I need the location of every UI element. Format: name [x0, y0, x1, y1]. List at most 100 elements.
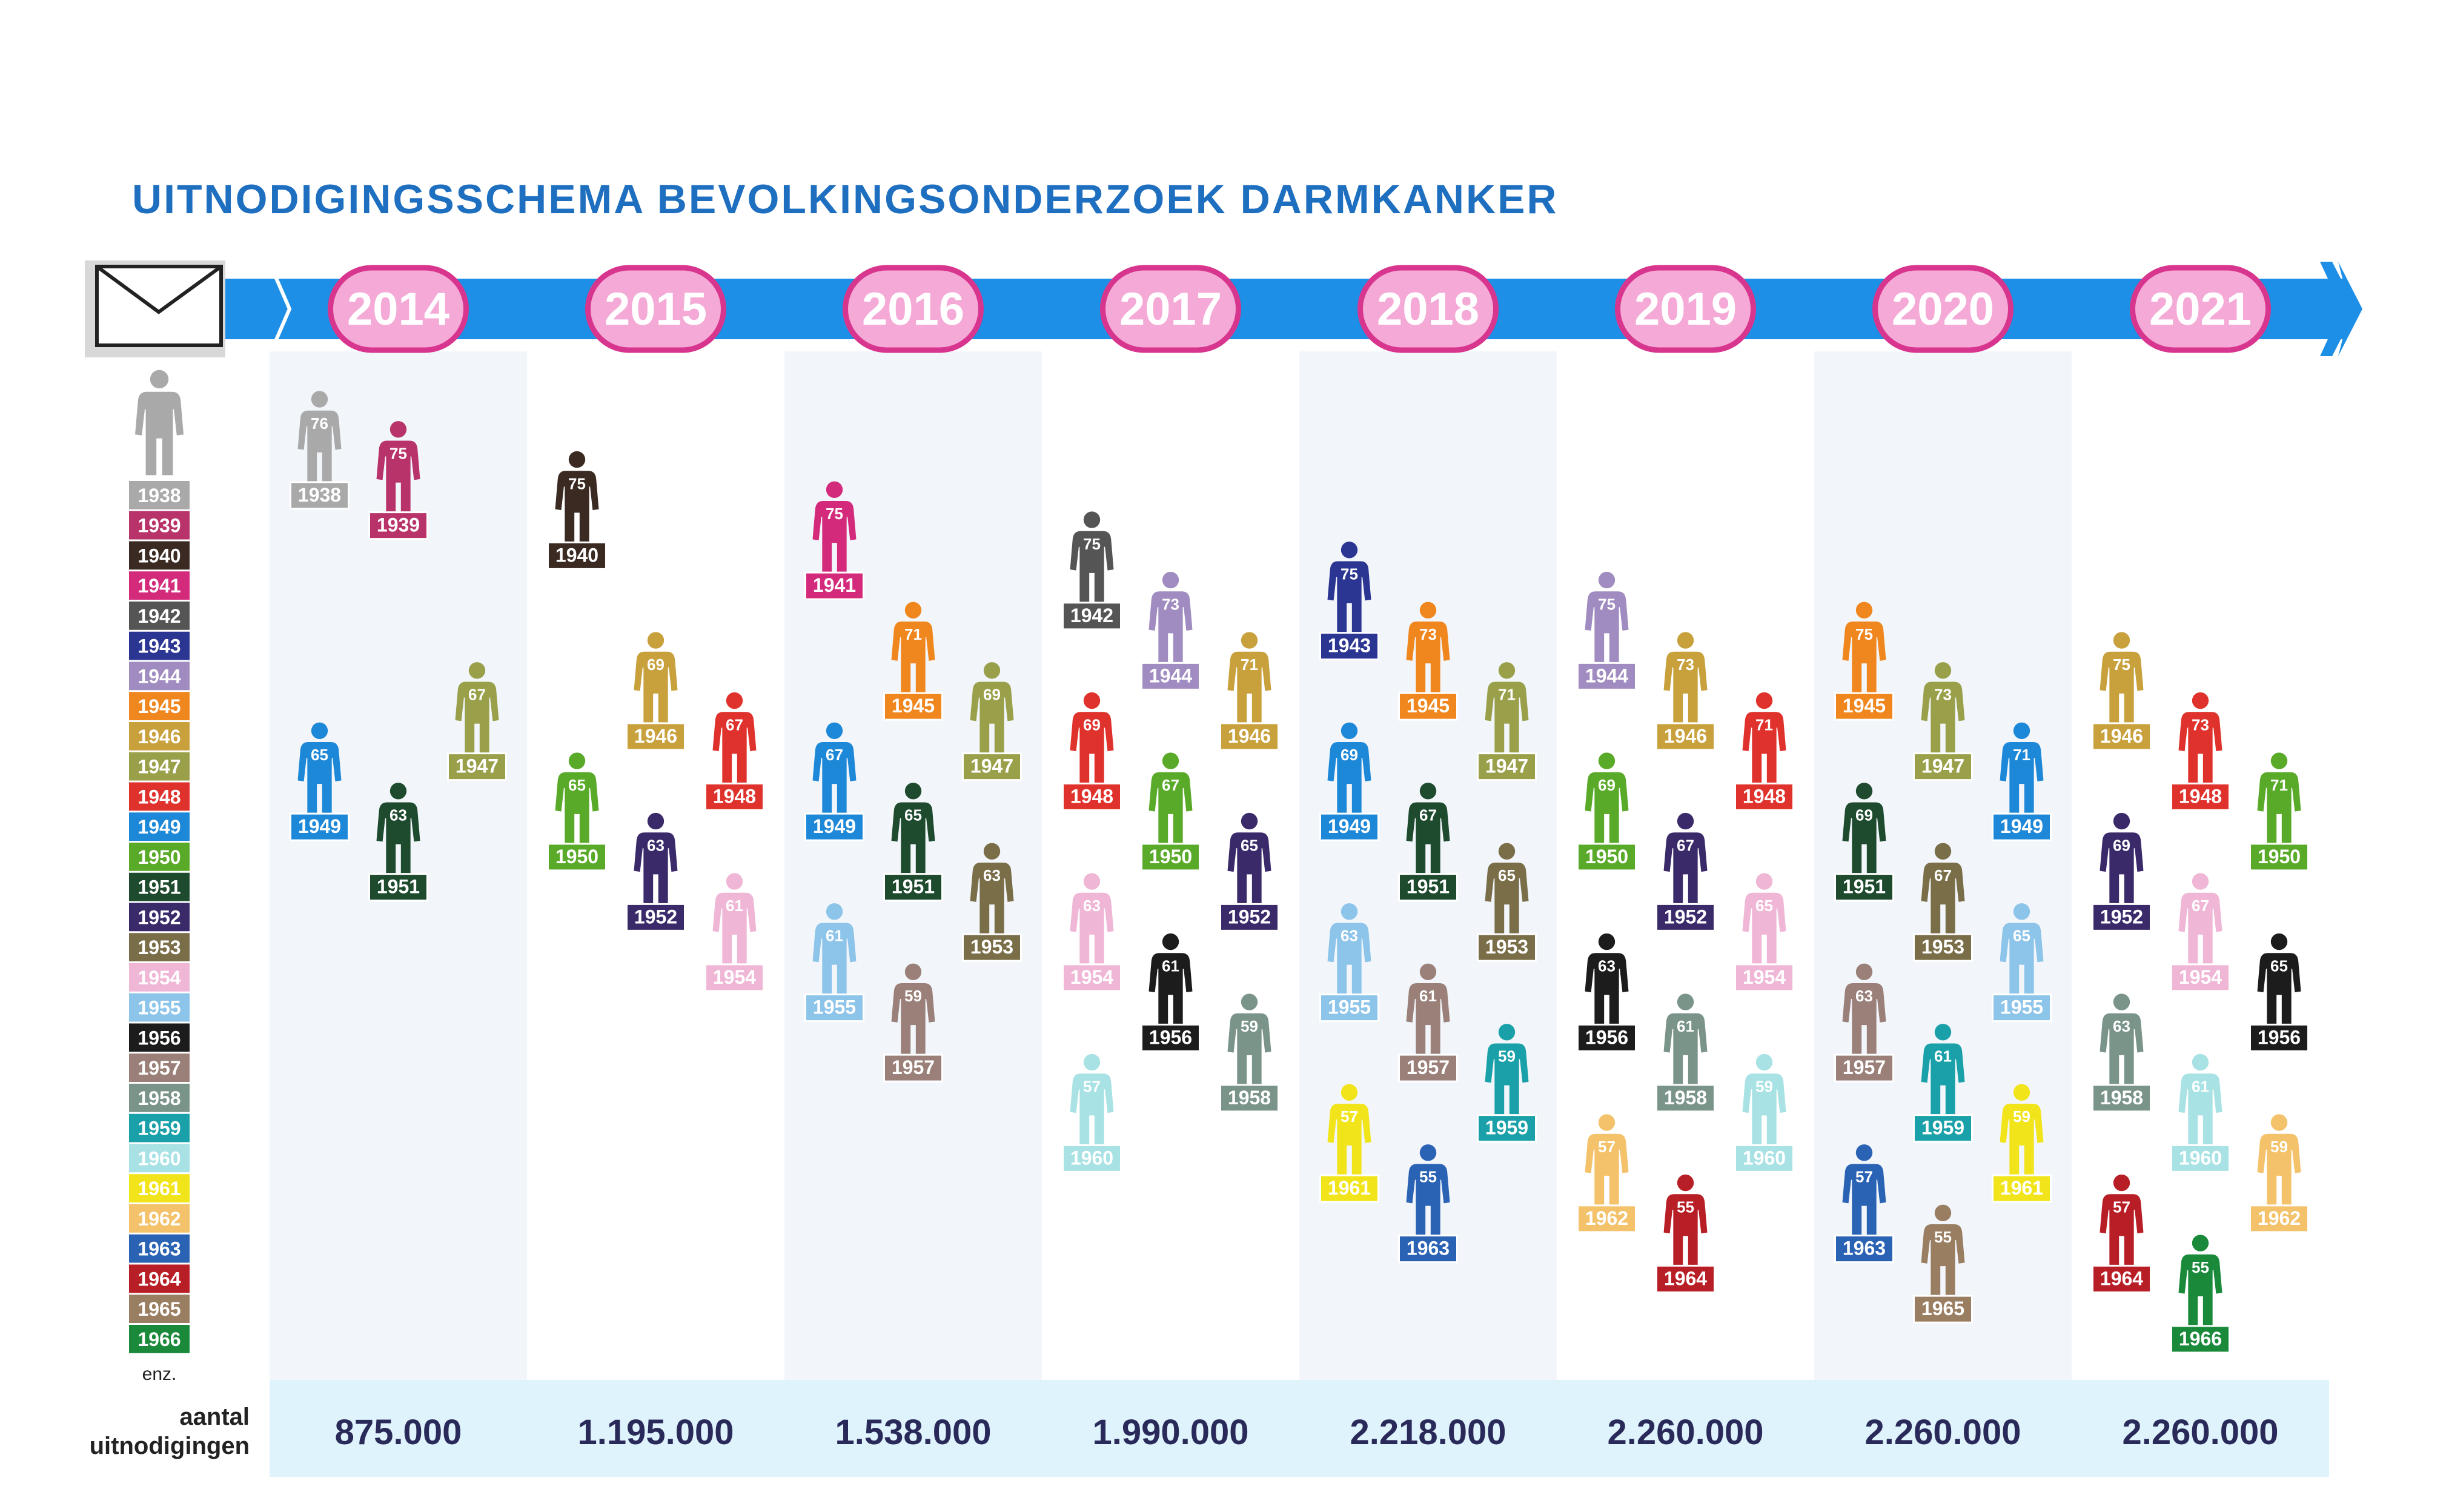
person-figure: 65 1954	[1734, 873, 1794, 992]
person-figure: 65 1952	[1219, 812, 1279, 932]
person-age: 65	[568, 776, 586, 794]
legend-birth-year: 1948	[138, 786, 181, 807]
person-age: 67	[726, 715, 743, 734]
legend-item: 1941	[129, 571, 190, 600]
person-figure: 61 1958	[1656, 993, 1715, 1113]
person-icon	[1663, 1174, 1708, 1270]
legend-birth-year: 1951	[138, 877, 181, 898]
person-figure: 57 1960	[1062, 1053, 1122, 1173]
person-age: 63	[2113, 1017, 2130, 1035]
person-figure: 69 1950	[1577, 752, 1637, 872]
person-age: 67	[1162, 776, 1179, 794]
person-birth-year: 1960	[1070, 1147, 1113, 1169]
person-age: 71	[2270, 776, 2288, 794]
person-figure: 65 1950	[547, 752, 607, 872]
invitations-value: 875.000	[335, 1413, 462, 1452]
person-age: 75	[1598, 595, 1616, 613]
person-age: 69	[1083, 715, 1101, 734]
legend-birth-year: 1962	[138, 1208, 181, 1230]
person-age: 59	[904, 987, 922, 1005]
person-birth-year: 1938	[298, 484, 341, 506]
person-age: 67	[468, 686, 486, 704]
person-age: 57	[1598, 1138, 1616, 1156]
person-birth-year: 1961	[2000, 1177, 2043, 1199]
legend-birth-year: 1946	[138, 726, 181, 748]
person-age: 57	[1855, 1168, 1873, 1186]
legend-birth-year: 1950	[138, 846, 181, 868]
person-birth-year: 1955	[2000, 996, 2043, 1018]
person-figure: 71 1947	[1477, 662, 1537, 781]
person-icon	[1148, 933, 1193, 1029]
person-age: 69	[983, 686, 1001, 704]
person-age: 65	[2270, 957, 2288, 975]
year-label: 2015	[605, 284, 707, 335]
invitations-value: 2.218.000	[1350, 1413, 1506, 1452]
person-icon	[2178, 692, 2222, 788]
person-age: 63	[1341, 927, 1358, 945]
person-figure: 71 1950	[2249, 752, 2309, 872]
person-birth-year: 1959	[1485, 1117, 1528, 1139]
person-age: 71	[1241, 655, 1258, 674]
person-icon	[1227, 812, 1271, 908]
legend-birth-year: 1964	[138, 1268, 181, 1290]
person-icon	[2178, 1235, 2222, 1330]
legend-item: 1952	[129, 903, 190, 932]
person-figure: 65 1956	[2249, 933, 2309, 1052]
person-age: 75	[826, 505, 843, 523]
person-icon	[2257, 752, 2301, 847]
person-figure: 63 1954	[1062, 873, 1122, 992]
person-figure: 63 1952	[626, 812, 686, 932]
person-birth-year: 1946	[1228, 725, 1271, 747]
invitations-value: 2.260.000	[2122, 1413, 2278, 1452]
person-birth-year: 1948	[713, 785, 756, 807]
person-age: 76	[311, 414, 328, 433]
person-figure: 59 1957	[883, 963, 943, 1083]
person-age: 59	[1241, 1017, 1258, 1035]
person-figure: 55 1966	[2170, 1235, 2230, 1354]
person-age: 73	[1419, 625, 1437, 643]
person-birth-year: 1950	[1149, 846, 1192, 867]
person-figure: 55 1964	[1656, 1174, 1715, 1293]
person-birth-year: 1949	[1328, 815, 1371, 837]
legend-item: 1950	[129, 843, 190, 871]
person-figure: 67 1948	[704, 692, 764, 811]
legend-item: 1953	[129, 933, 190, 961]
legend-birth-year: 1941	[138, 575, 181, 597]
person-figure: 65 1955	[1992, 903, 2052, 1023]
person-age: 69	[1855, 806, 1873, 824]
person-age: 57	[1083, 1077, 1101, 1095]
person-birth-year: 1944	[1149, 665, 1192, 686]
person-birth-year: 1954	[1743, 966, 1786, 988]
person-figure: 73 1948	[2170, 692, 2230, 811]
person-figure: 67 1950	[1141, 752, 1201, 872]
person-figure: 61 1954	[704, 873, 764, 992]
person-figure: 63 1951	[368, 783, 428, 902]
person-icon	[555, 451, 599, 546]
person-figure: 65 1949	[290, 722, 350, 841]
person-icon	[1663, 812, 1708, 908]
person-figure: 75 1944	[1577, 571, 1637, 691]
person-age: 61	[1419, 987, 1437, 1005]
legend-item: 1939	[129, 511, 190, 540]
person-figure: 67 1951	[1398, 783, 1458, 902]
person-birth-year: 1964	[1664, 1267, 1707, 1289]
person-age: 71	[904, 625, 922, 643]
person-age: 65	[1755, 897, 1773, 915]
person-age: 55	[2192, 1258, 2209, 1276]
person-birth-year: 1954	[713, 966, 756, 988]
legend-birth-year: 1958	[138, 1087, 181, 1109]
person-age: 71	[2013, 746, 2030, 764]
person-figure: 75 1940	[547, 451, 607, 570]
person-figure: 73 1946	[1656, 632, 1715, 751]
person-age: 61	[726, 897, 743, 915]
person-figure: 65 1953	[1477, 843, 1537, 962]
person-age: 69	[2113, 836, 2130, 854]
person-figure: 75 1942	[1062, 511, 1122, 631]
person-figure: 57 1963	[1834, 1144, 1894, 1264]
person-age: 75	[1083, 535, 1101, 553]
person-age: 55	[1934, 1228, 1952, 1246]
person-birth-year: 1960	[2179, 1147, 2222, 1169]
person-figure: 55 1963	[1398, 1144, 1458, 1264]
person-birth-year: 1957	[1407, 1056, 1450, 1078]
person-figure: 57 1962	[1577, 1114, 1637, 1233]
